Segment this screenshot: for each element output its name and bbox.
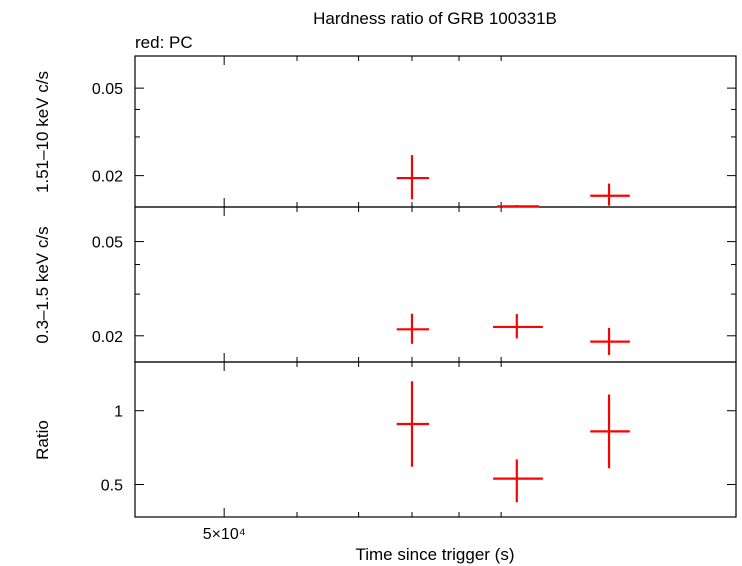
panel-hard-ylabel: 1.51–10 keV c/s — [33, 71, 52, 193]
x-axis-label: Time since trigger (s) — [355, 545, 514, 564]
panel-ratio-frame — [134, 361, 737, 518]
panel-hard-frame — [134, 55, 737, 208]
panel-hard-ytick-label-0: 0.02 — [92, 169, 123, 186]
panel-hard-ytick-label-1: 0.05 — [92, 81, 123, 98]
panel-ratio-ytick-label-1: 1 — [114, 404, 123, 421]
panel-soft-ytick-label-1: 0.05 — [92, 235, 123, 252]
panel-soft-ytick-label-0: 0.02 — [92, 329, 123, 346]
x-tick-label-0: 5×10⁴ — [203, 526, 246, 543]
chart-title: Hardness ratio of GRB 100331B — [313, 9, 557, 28]
panel-ratio-ytick-label-0: 0.5 — [101, 478, 123, 495]
panel-soft-ylabel: 0.3–1.5 keV c/s — [33, 226, 52, 343]
panel-ratio-ylabel: Ratio — [33, 420, 52, 460]
legend-note: red: PC — [135, 33, 193, 52]
panel-soft-frame — [134, 206, 737, 363]
chart-marks: 0.02 0.05 0.02 0.05 0.5 1 5×10⁴ — [92, 56, 736, 543]
